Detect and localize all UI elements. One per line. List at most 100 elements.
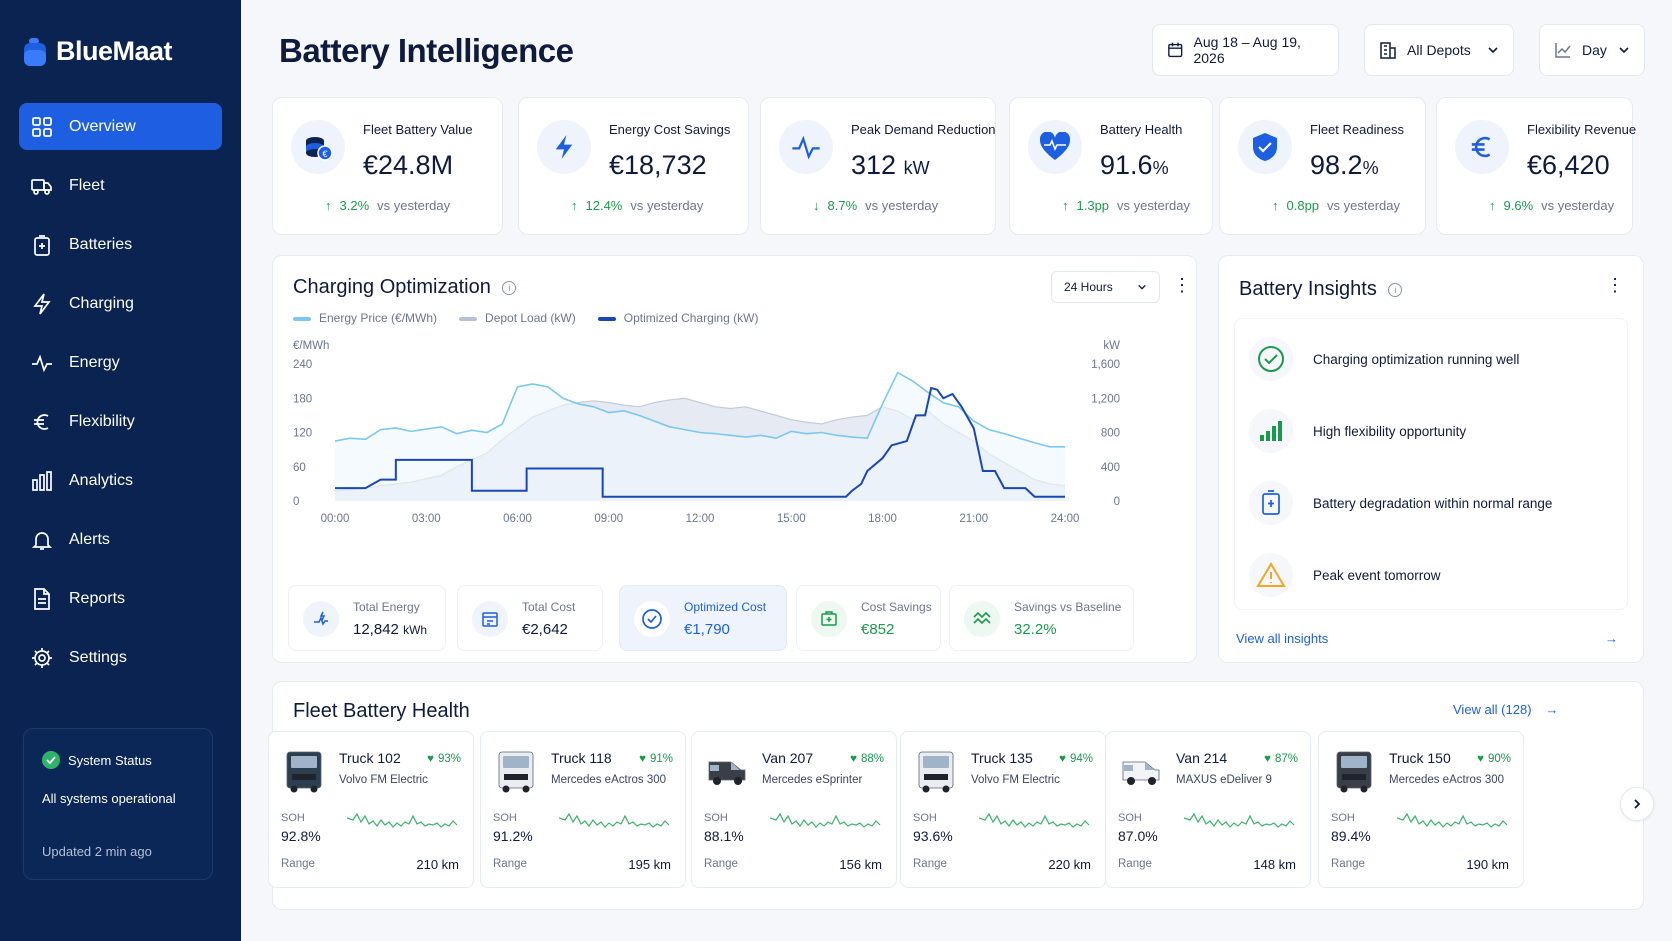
chart-legend: Energy Price (€/MWh) Depot Load (kW) Opt… — [293, 311, 758, 325]
vehicle-card[interactable]: Truck 150 Mercedes eActros 300 ♥ 90% SOH … — [1318, 731, 1524, 888]
coins-icon: € — [291, 120, 345, 174]
insight-item[interactable]: Battery degradation within normal range — [1249, 467, 1604, 539]
period-select[interactable]: Day — [1539, 24, 1645, 76]
vehicle-card[interactable]: Truck 118 Mercedes eActros 300 ♥ 91% SOH … — [480, 731, 686, 888]
health-badge: ♥ 90% — [1477, 753, 1511, 765]
arrow-up-icon: ↑ — [1272, 198, 1279, 213]
pulse-icon — [32, 354, 52, 372]
nav-label: Settings — [69, 648, 127, 666]
legend-item-load: Depot Load (kW) — [459, 311, 576, 325]
right-axis-unit: kW — [1103, 340, 1120, 352]
signal-bars-icon — [1249, 409, 1293, 453]
nav-item-settings[interactable]: Settings — [19, 634, 222, 681]
health-badge: ♥ 91% — [639, 753, 673, 765]
kpi-label: Fleet Battery Value — [363, 122, 473, 137]
depot-select[interactable]: All Depots — [1364, 24, 1514, 76]
insights-list — [1234, 318, 1628, 610]
heart-pulse-icon — [1028, 120, 1082, 174]
kpi-delta: ↑ 9.6% vs yesterday — [1489, 198, 1615, 213]
line-chart-icon — [1555, 43, 1571, 58]
energy-price-area — [335, 372, 1065, 501]
x-tick-label: 21:00 — [959, 513, 988, 525]
range-label: Range — [493, 858, 527, 870]
vehicle-name: Truck 135 — [971, 750, 1033, 766]
kpi-delta: ↓ 8.7% vs yesterday — [813, 198, 939, 213]
range-label: Range — [913, 858, 947, 870]
range-value: 156 km — [839, 857, 882, 872]
nav-item-analytics[interactable]: Analytics — [19, 457, 222, 504]
soh-value: 88.1% — [704, 828, 744, 844]
battery-logo-icon — [24, 37, 46, 66]
view-all-vehicles-link[interactable]: View all (128) → — [1453, 702, 1559, 717]
insight-item[interactable]: Charging optimization running well — [1249, 323, 1604, 395]
nav-item-energy[interactable]: Energy — [19, 339, 222, 386]
soh-value: 87.0% — [1118, 828, 1158, 844]
vehicle-card[interactable]: Truck 102 Volvo FM Electric ♥ 93% SOH 92.… — [268, 731, 474, 888]
range-value: 190 km — [1466, 857, 1509, 872]
soh-label: SOH — [1331, 812, 1355, 824]
main-content: Battery Intelligence Aug 18 – Aug 19, 20… — [241, 0, 1672, 941]
shield-check-icon — [1238, 120, 1292, 174]
nav-label: Analytics — [69, 471, 134, 489]
kpi-card-battery-health[interactable]: Battery Health 91.6% ↑ 1.3pp vs yesterday — [1009, 97, 1213, 235]
soh-label: SOH — [281, 812, 305, 824]
nav-item-alerts[interactable]: Alerts — [19, 516, 222, 563]
vehicle-card[interactable]: Truck 135 Volvo FM Electric ♥ 94% SOH 93.… — [900, 731, 1106, 888]
soh-value: 89.4% — [1331, 828, 1371, 844]
view-all-insights-link[interactable]: View all insights → — [1236, 631, 1618, 646]
brand-logo[interactable]: BlueMaat — [24, 36, 173, 67]
vehicle-name: Van 214 — [1176, 750, 1228, 766]
soh-sparkline — [347, 812, 458, 828]
arrow-down-icon: ↓ — [813, 198, 820, 213]
next-page-button[interactable] — [1620, 787, 1654, 821]
brand-name: BlueMaat — [56, 36, 173, 66]
heart-icon: ♥ — [1264, 753, 1271, 765]
vehicle-model: Volvo FM Electric — [971, 774, 1060, 786]
truck-icon — [286, 751, 322, 793]
system-status-updated: Updated 2 min ago — [42, 844, 152, 859]
nav-label: Energy — [69, 353, 120, 371]
section-title: Fleet Battery Health — [293, 700, 470, 722]
nav-item-reports[interactable]: Reports — [19, 575, 222, 622]
building-icon — [1380, 42, 1396, 59]
insight-item[interactable]: High flexibility opportunity — [1249, 395, 1604, 467]
kpi-card-flexibility-revenue[interactable]: Flexibility Revenue €6,420 ↑ 9.6% vs yeste… — [1436, 97, 1636, 235]
summary-cost-savings: Cost Savings €852 — [796, 585, 941, 651]
kpi-card-fleet-battery-value[interactable]: € Fleet Battery Value €24.8M ↑ 3.2% vs yes… — [272, 97, 503, 235]
kpi-card-energy-cost-savings[interactable]: Energy Cost Savings €18,732 ↑ 12.4% vs yes… — [518, 97, 749, 235]
vehicle-name: Truck 102 — [339, 750, 401, 766]
y-left-tick-label: 60 — [293, 462, 306, 474]
chevron-down-icon — [1619, 47, 1629, 54]
kpi-card-peak-demand-reduction[interactable]: Peak Demand Reduction 312 kW ↓ 8.7% vs yes… — [760, 97, 996, 235]
warning-icon — [1249, 553, 1293, 597]
nav-item-overview[interactable]: Overview — [19, 103, 222, 150]
y-right-tick-label: 800 — [1101, 428, 1120, 440]
soh-sparkline — [770, 812, 881, 828]
bell-icon — [31, 531, 53, 550]
more-options-icon[interactable]: ⋮ — [1173, 275, 1191, 295]
date-range-picker[interactable]: Aug 18 – Aug 19, 2026 — [1152, 24, 1339, 76]
arrow-up-icon: ↑ — [571, 198, 578, 213]
arrow-right-icon: → — [1545, 702, 1559, 717]
calendar-cost-icon — [472, 601, 508, 637]
nav-item-fleet[interactable]: Fleet — [19, 162, 222, 209]
system-status-message: All systems operational — [42, 791, 176, 806]
nav-item-batteries[interactable]: Batteries — [19, 221, 222, 268]
y-right-tick-label: 400 — [1101, 462, 1120, 474]
y-left-tick-label: 0 — [293, 496, 299, 508]
range-select[interactable]: 24 Hours — [1051, 271, 1160, 303]
vehicle-model: Mercedes eActros 300 — [551, 774, 667, 786]
info-icon[interactable]: i — [1388, 282, 1403, 297]
arrow-up-icon: ↑ — [325, 198, 332, 213]
kpi-card-fleet-readiness[interactable]: Fleet Readiness 98.2% ↑ 0.8pp vs yesterday — [1219, 97, 1426, 235]
summary-savings-vs-baseline: Savings vs Baseline 32.2% — [949, 585, 1134, 651]
nav-item-flexibility[interactable]: Flexibility — [19, 398, 222, 445]
insight-item[interactable]: Peak event tomorrow — [1249, 539, 1604, 611]
more-options-icon[interactable]: ⋮ — [1606, 275, 1624, 295]
info-icon[interactable]: i — [502, 280, 517, 295]
nav-item-charging[interactable]: Charging — [19, 280, 222, 327]
heart-icon: ♥ — [639, 753, 646, 765]
vehicle-card[interactable]: Van 207 Mercedes eSprinter ♥ 88% SOH 88.1… — [691, 731, 897, 888]
vehicle-card[interactable]: Van 214 MAXUS eDeliver 9 ♥ 87% SOH 87.0% … — [1105, 731, 1311, 888]
soh-label: SOH — [913, 812, 937, 824]
